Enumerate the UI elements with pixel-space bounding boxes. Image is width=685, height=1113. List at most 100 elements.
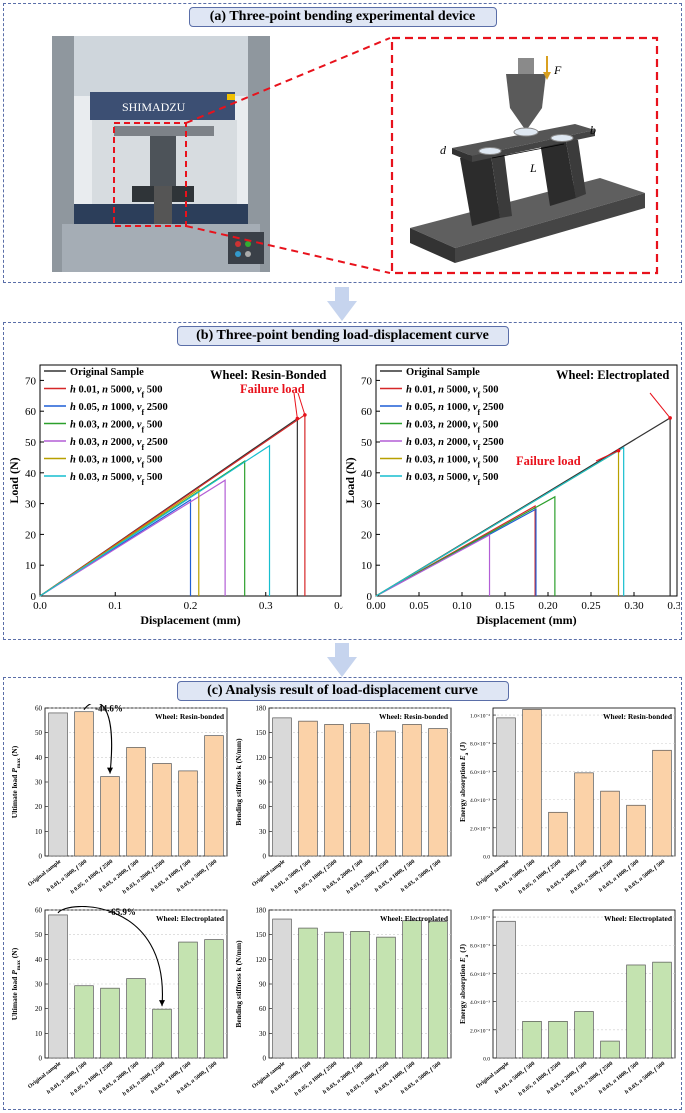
y-tick-label: 10 — [35, 828, 43, 836]
y-tick-label: 10 — [35, 1030, 43, 1038]
chart-title: Wheel: Electroplated — [156, 914, 225, 923]
x-tick-label: 0.4 — [334, 600, 343, 612]
y-tick-label: 4.0×10⁻³ — [470, 798, 490, 804]
bar-5 — [178, 770, 198, 857]
bar-0 — [272, 717, 292, 857]
bar-3 — [574, 1011, 594, 1059]
y-tick-label: 40 — [35, 956, 43, 964]
legend-label: h 0.03, n 5000, vf 500 — [70, 472, 163, 487]
y-tick-label: 20 — [35, 1005, 43, 1013]
y-axis-label: Ultimate load Pmax (N) — [10, 745, 22, 818]
zoom-guide-lines — [113, 36, 659, 275]
failure-point-marker — [668, 416, 672, 420]
series-line-3 — [375, 495, 556, 597]
y-tick-label: 20 — [35, 803, 43, 811]
bar-3 — [350, 723, 370, 857]
bar-4 — [152, 1008, 172, 1059]
y-tick-label: 60 — [259, 1005, 267, 1013]
y-tick-label: 30 — [35, 981, 43, 989]
bar-6 — [428, 921, 448, 1059]
y-tick-label: 2.0×10⁻³ — [470, 1028, 490, 1034]
load-displacement-chart-electroplated: 0.00 0.05 0.10 0.15 0.20 0.25 0.30 0.35 0 10 20 30 4… — [344, 364, 680, 627]
x-tick-label: 0.20 — [538, 600, 558, 612]
y-tick-label: 0 — [263, 853, 267, 861]
arrow-head-icon — [107, 767, 113, 774]
reduction-arrow — [83, 704, 113, 774]
failure-point-marker — [616, 448, 621, 453]
panel-b — [3, 322, 682, 640]
bar-0 — [496, 717, 516, 857]
failure-pointer — [297, 392, 306, 416]
bar-1 — [522, 709, 542, 857]
reduction-percent-label: -44.6% — [95, 704, 123, 714]
y-tick-label: 50 — [361, 437, 373, 449]
x-tick-label: 0.2 — [184, 600, 198, 612]
x-tick-label: 0.15 — [495, 600, 515, 612]
y-tick-label: 6.0×10⁻³ — [470, 770, 490, 776]
y-tick-label: 30 — [25, 499, 37, 511]
bar-2 — [100, 987, 120, 1059]
y-axis-label: Load (N) — [344, 457, 357, 503]
bar-2 — [548, 1021, 568, 1059]
legend-label: h 0.03, n 2000, vf 2500 — [70, 437, 168, 452]
y-axis-label: Ultimate load Pmax (N) — [10, 947, 22, 1020]
down-arrow-icon — [327, 643, 357, 677]
x-tick-label: 0.0 — [33, 600, 47, 612]
panel-c — [3, 677, 682, 1110]
y-tick-label: 40 — [361, 468, 373, 480]
y-axis-label: Energy absorption Ea (J) — [458, 943, 470, 1024]
y-tick-label: 70 — [25, 375, 37, 387]
y-tick-label: 60 — [35, 907, 43, 915]
bar-3 — [574, 772, 594, 857]
series-line-4 — [375, 534, 491, 597]
y-tick-label: 2.0×10⁻³ — [470, 826, 490, 832]
y-axis-label: Bending stiffness k (N/mm) — [234, 940, 243, 1028]
bar-2 — [324, 931, 344, 1059]
y-tick-label: 4.0×10⁻³ — [470, 1000, 490, 1006]
bar-4 — [152, 763, 172, 857]
bar-2 — [100, 776, 120, 857]
thickness-label: d — [440, 143, 447, 157]
y-tick-label: 0 — [263, 1055, 267, 1063]
y-tick-label: 60 — [361, 406, 373, 418]
series-line-6 — [39, 444, 271, 597]
y-tick-label: 40 — [25, 468, 37, 480]
brand-label: SHIMADZU — [122, 100, 186, 114]
bar-2 — [548, 811, 568, 857]
bar-3 — [126, 978, 146, 1059]
y-tick-label: 60 — [35, 705, 43, 713]
bar-5 — [402, 920, 422, 1059]
y-tick-label: 1.0×10⁻² — [470, 916, 490, 922]
y-tick-label: 180 — [256, 705, 267, 713]
panel-c-title: (c) Analysis result of load-displacement… — [176, 681, 509, 701]
y-tick-label: 20 — [361, 529, 373, 541]
down-arrow-icon — [327, 287, 357, 321]
legend-label: h 0.05, n 1000, vf 2500 — [70, 402, 168, 417]
bar-4 — [600, 790, 620, 857]
failure-point-marker — [303, 413, 307, 417]
y-tick-label: 90 — [259, 981, 267, 989]
bar-5 — [626, 804, 646, 857]
reduction-percent-label: -65.9% — [108, 907, 136, 917]
x-axis-label: Displacement (mm) — [140, 613, 240, 627]
y-tick-label: 0 — [367, 591, 373, 603]
legend-label: h 0.03, n 2000, vf 500 — [70, 420, 163, 435]
y-tick-label: 90 — [259, 779, 267, 787]
failure-load-label: Failure load — [240, 382, 305, 396]
width-label: b — [590, 123, 596, 137]
chart-title: Wheel: Electroplated — [604, 914, 673, 923]
legend-label: Original Sample — [406, 367, 480, 378]
bar-1 — [298, 720, 318, 857]
reduction-arrow — [57, 906, 163, 1007]
chart-title: Wheel: Resin-bonded — [603, 712, 673, 721]
bar-6 — [204, 735, 224, 857]
bar-1 — [522, 1021, 542, 1059]
legend-label: h 0.03, n 2000, vf 500 — [406, 420, 499, 435]
series-line-4 — [39, 479, 226, 597]
bar-6 — [428, 728, 448, 857]
y-tick-label: 0 — [39, 1055, 43, 1063]
bar-0 — [48, 712, 68, 857]
x-tick-label: 0.30 — [624, 600, 644, 612]
failure-pointer — [649, 392, 671, 419]
